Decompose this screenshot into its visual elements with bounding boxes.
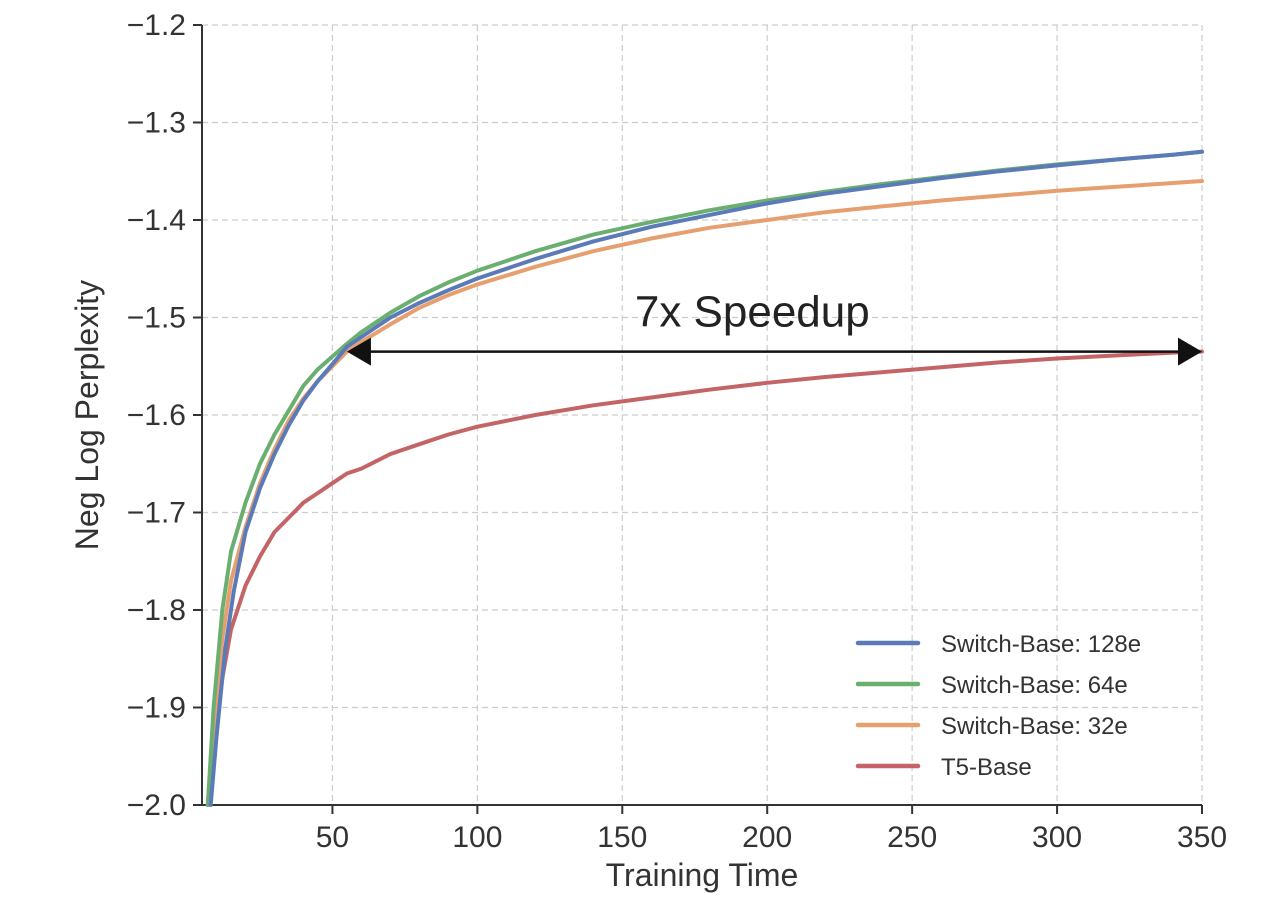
- y-tick-label: −1.9: [127, 692, 186, 725]
- legend-label: Switch-Base: 32e: [941, 713, 1128, 740]
- speedup-annotation: 7x Speedup: [346, 288, 1202, 366]
- legend-label: Switch-Base: 64e: [941, 672, 1128, 699]
- x-tick-label: 150: [597, 821, 647, 854]
- series-lines: [205, 149, 1204, 807]
- y-tick-label: −2.0: [127, 789, 186, 822]
- speedup-label: 7x Speedup: [635, 288, 870, 337]
- series-line-0: [208, 149, 1204, 807]
- legend-label: T5-Base: [941, 754, 1032, 781]
- legend-label: Switch-Base: 128e: [941, 631, 1141, 658]
- y-tick-label: −1.2: [127, 9, 186, 42]
- series-line-2: [205, 179, 1204, 807]
- y-tick-label: −1.5: [127, 302, 186, 335]
- y-tick-label: −1.8: [127, 594, 186, 627]
- x-axis-title: Training Time: [606, 857, 799, 893]
- x-tick-label: 200: [742, 821, 792, 854]
- x-tick-label: 100: [452, 821, 502, 854]
- arrow-head-left: [346, 337, 371, 366]
- x-ticks: 50 100 150 200 250 300 350: [316, 805, 1227, 854]
- y-tick-label: −1.4: [127, 204, 186, 237]
- x-tick-label: 350: [1177, 821, 1227, 854]
- legend: Switch-Base: 128e Switch-Base: 64e Switch-…: [855, 631, 1141, 781]
- x-tick-label: 300: [1032, 821, 1082, 854]
- y-tick-label: −1.7: [127, 497, 186, 530]
- grid: [202, 24, 1203, 806]
- y-ticks: −2.0 −1.9 −1.8 −1.7 −1.6 −1.5 −1.4 −1.3 −1.2: [127, 9, 202, 822]
- arrow-head-right: [1178, 337, 1202, 366]
- series-line-3: [205, 349, 1204, 807]
- x-tick-label: 250: [887, 821, 937, 854]
- y-axis-title: Neg Log Perplexity: [69, 280, 105, 550]
- x-tick-label: 50: [316, 821, 349, 854]
- y-tick-label: −1.6: [127, 399, 186, 432]
- y-tick-label: −1.3: [127, 107, 186, 140]
